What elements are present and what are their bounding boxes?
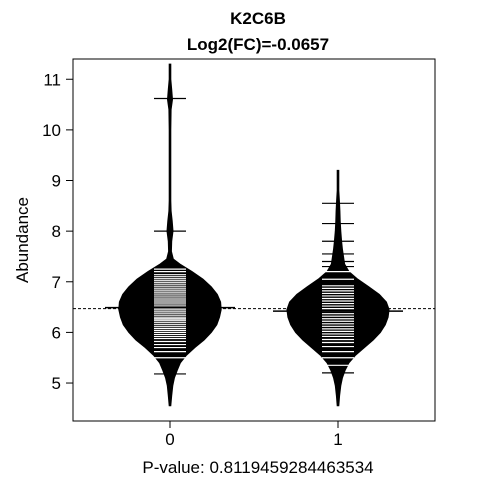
y-tick-label: 6 xyxy=(52,323,61,342)
y-tick-label: 8 xyxy=(52,222,61,241)
chart-title: K2C6B xyxy=(230,9,286,28)
y-tick-label: 9 xyxy=(52,172,61,191)
x-axis-label: P-value: 0.8119459284463534 xyxy=(142,458,373,477)
axes: 0 1 5 6 7 8 9 10 11 xyxy=(42,70,343,449)
plot-frame xyxy=(72,58,436,422)
bean-shape-group-0 xyxy=(118,63,222,407)
y-tick-label: 7 xyxy=(52,273,61,292)
x-tick-label: 1 xyxy=(333,430,342,449)
y-axis-label: Abundance xyxy=(13,197,32,283)
y-tick-label: 5 xyxy=(52,374,61,393)
plot-area xyxy=(73,63,435,407)
x-tick-label: 0 xyxy=(165,430,174,449)
y-tick-label: 10 xyxy=(42,121,61,140)
y-tick-label: 11 xyxy=(43,70,61,89)
chart-subtitle: Log2(FC)=-0.0657 xyxy=(187,35,329,54)
